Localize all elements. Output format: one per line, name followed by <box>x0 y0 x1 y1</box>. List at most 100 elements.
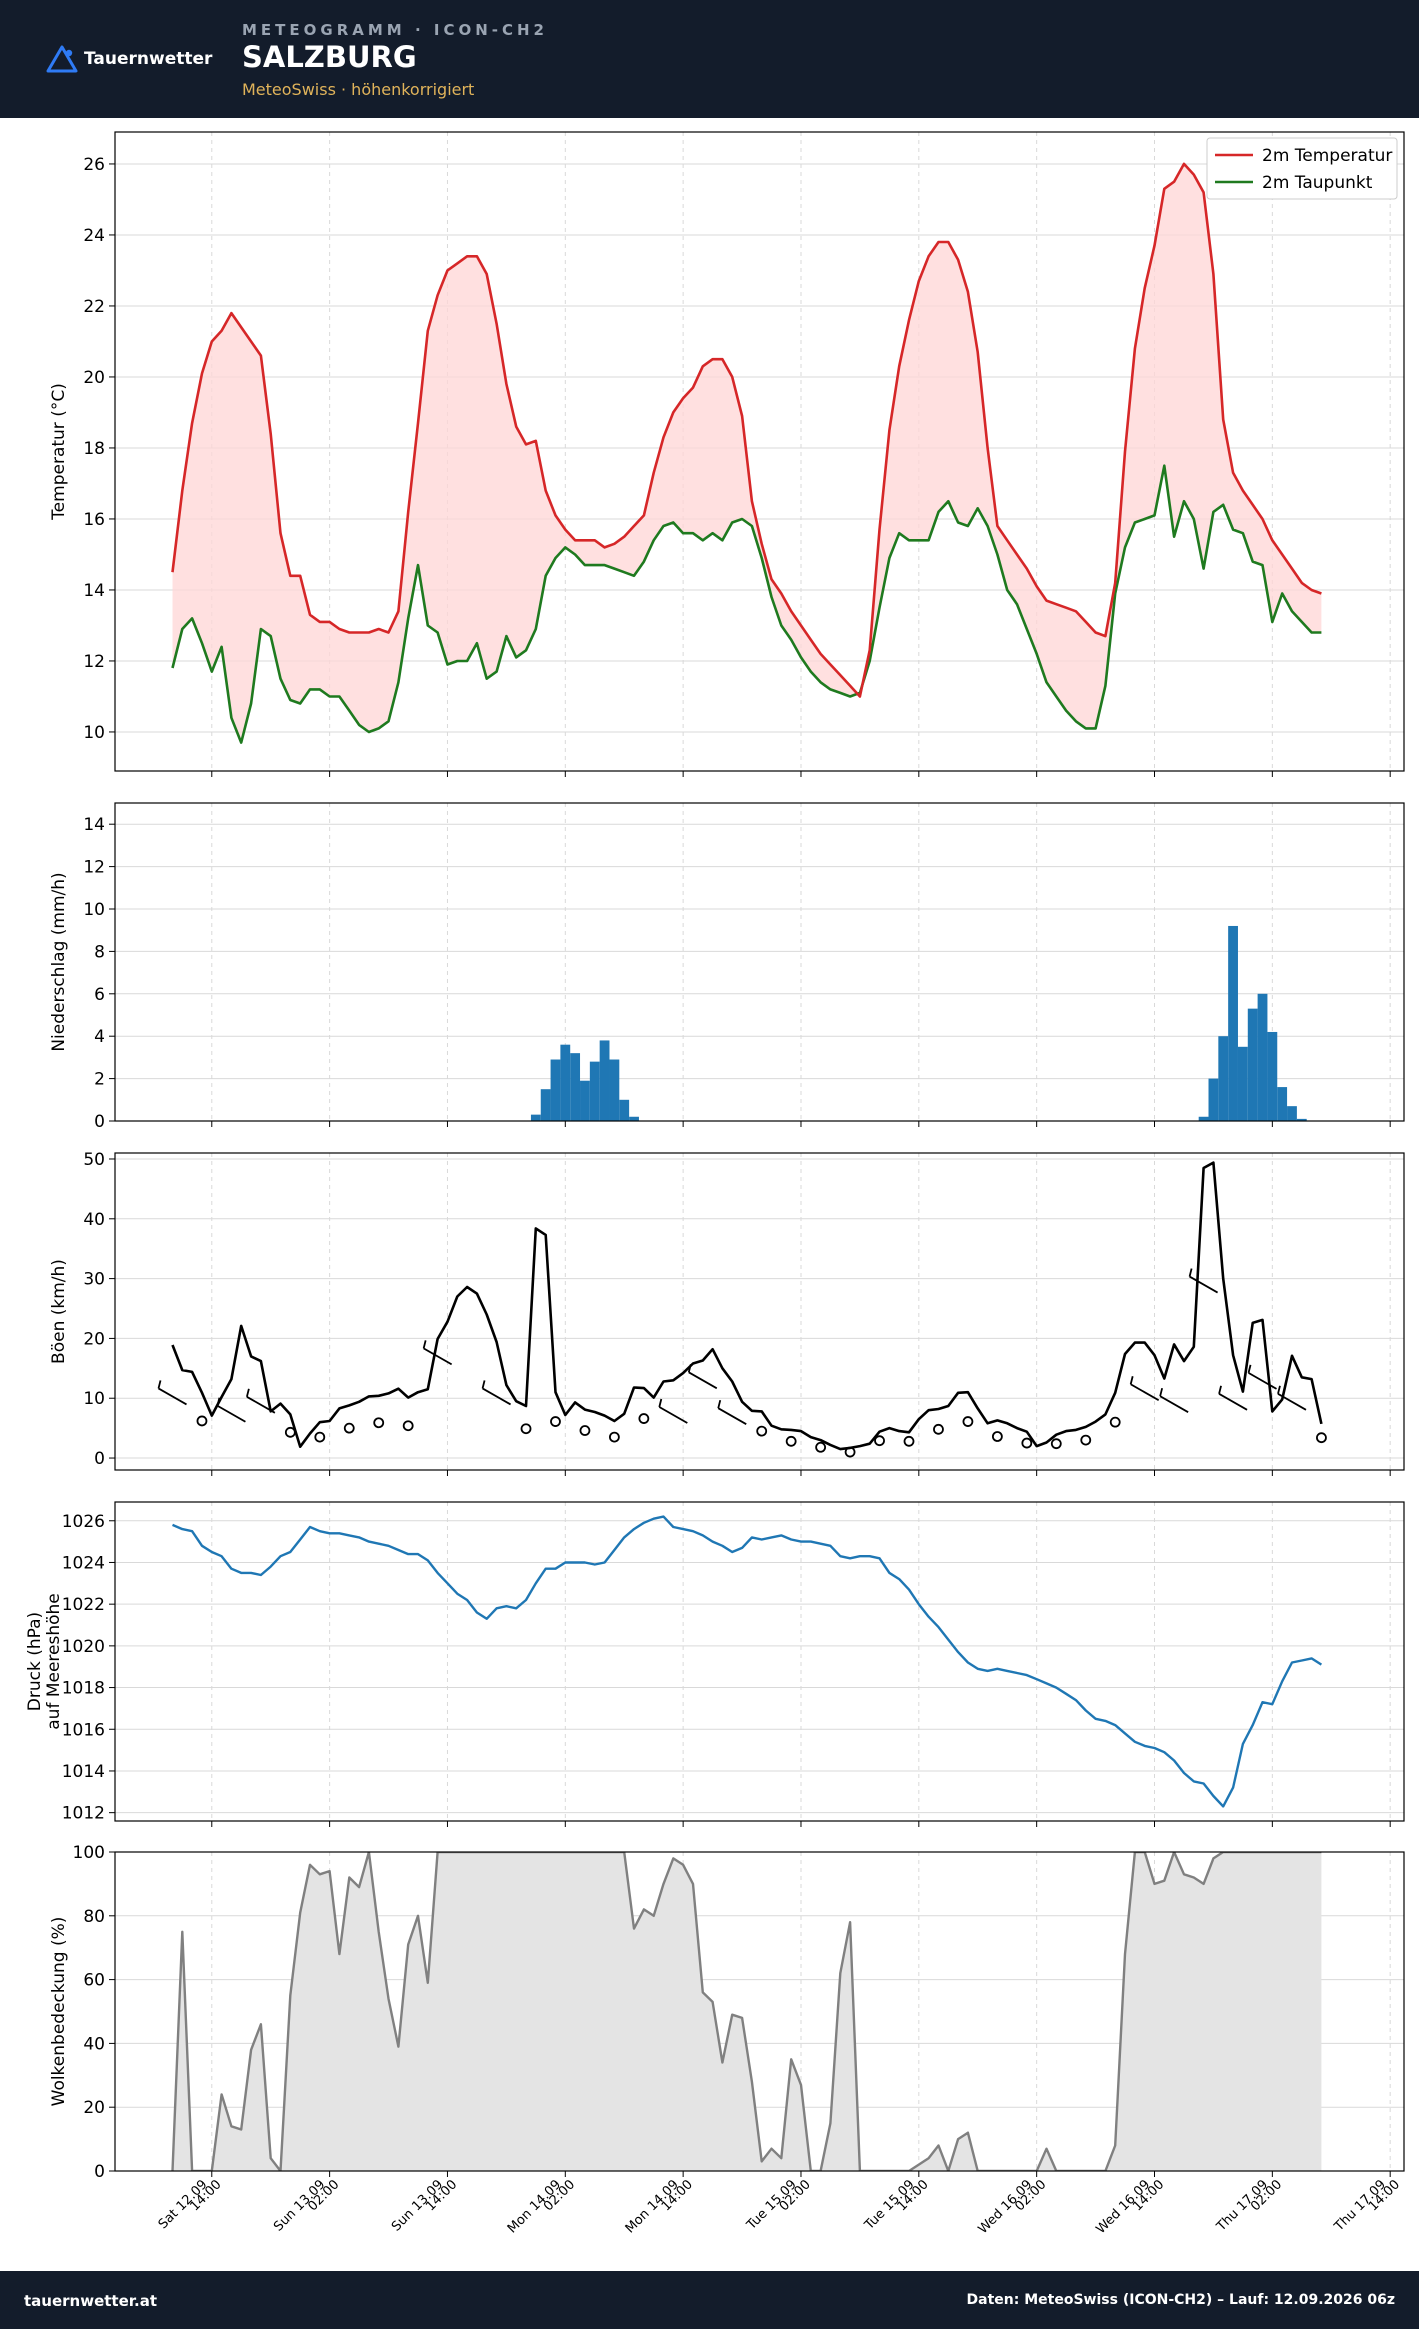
y-tick-label: 10 <box>83 900 105 920</box>
wind-calm-marker <box>1080 1434 1092 1446</box>
wind-barb-tick <box>658 1398 663 1408</box>
wind-barb-tick <box>717 1399 722 1409</box>
y-tick-label: 1018 <box>62 1679 105 1699</box>
y-axis-label: Wolkenbedeckung (%) <box>49 1917 69 2107</box>
y-tick-label: 40 <box>83 2034 105 2054</box>
gust-line <box>171 1161 1323 1451</box>
y-tick-label: 0 <box>94 1112 105 1132</box>
wind-calm-marker <box>785 1435 797 1447</box>
y-axis-label: Niederschlag (mm/h) <box>49 872 69 1051</box>
brand-name: Tauernwetter <box>84 49 213 69</box>
mountain-triangle-icon <box>46 45 78 73</box>
wind-barb <box>1248 1372 1277 1390</box>
precip-bar <box>1287 1106 1297 1121</box>
wind-calm-marker <box>579 1425 591 1436</box>
legend-entry: 2m Temperatur <box>1262 146 1392 166</box>
wind-barb-tick <box>1277 1385 1281 1395</box>
y-tick-label: 24 <box>83 226 105 246</box>
wind-calm-marker <box>638 1413 650 1424</box>
wind-calm-marker <box>520 1423 532 1435</box>
y-tick-label: 1022 <box>62 1595 105 1615</box>
chart-panel-1: 0 2 4 6 8 10 12 14 Niederschlag (mm/h) <box>49 802 1405 1132</box>
plot-area <box>157 1161 1327 1458</box>
precip-bar <box>580 1080 590 1121</box>
y-tick-label: 16 <box>83 510 105 530</box>
wind-calm-marker <box>196 1415 208 1427</box>
precip-bar <box>560 1044 571 1121</box>
plot-area <box>171 1852 1322 2171</box>
chart-panel-0: 10 12 14 16 18 20 22 24 26 Temperatur (°C) 2m Temp… <box>49 131 1405 777</box>
plot-area <box>530 925 1307 1121</box>
y-tick-label: 1014 <box>62 1762 105 1782</box>
panel-frame <box>114 1851 1405 2172</box>
temperature-line <box>171 162 1322 698</box>
wind-calm-marker <box>550 1416 561 1427</box>
wind-calm-marker <box>1109 1416 1121 1428</box>
cloud-line <box>171 1852 1322 2171</box>
plot-area <box>172 1515 1323 1808</box>
brand-logo[interactable]: Tauernwetter <box>46 44 212 74</box>
precip-bar <box>1237 1046 1248 1121</box>
y-tick-label: 2 <box>94 1070 105 1090</box>
y-tick-label: 12 <box>83 858 105 878</box>
footer: tauernwetter.at Daten: MeteoSwiss (ICON-… <box>0 2271 1419 2329</box>
wind-barb-tick <box>1247 1364 1252 1374</box>
header-subtitle: MeteoSwiss · höhenkorrigiert <box>242 80 475 99</box>
footer-site[interactable]: tauernwetter.at <box>24 2292 158 2310</box>
wind-calm-marker <box>1050 1438 1062 1450</box>
wind-barb-tick <box>246 1388 250 1398</box>
y-tick-label: 1012 <box>62 1804 105 1824</box>
y-axis-label: Druck (hPa) <box>25 1612 45 1711</box>
wind-calm-marker <box>962 1416 974 1427</box>
wind-barb <box>717 1407 747 1425</box>
wind-barb <box>1277 1393 1307 1411</box>
precip-bar <box>530 1114 541 1121</box>
y-tick-label: 1020 <box>62 1637 105 1657</box>
y-axis-label: Temperatur (°C) <box>49 383 69 521</box>
dewpoint-line <box>171 464 1322 744</box>
cloud-area <box>172 1852 1322 2171</box>
y-tick-label: 20 <box>83 368 105 388</box>
wind-barb-tick <box>1159 1387 1164 1397</box>
plot-area <box>171 162 1322 744</box>
wind-barb <box>658 1406 688 1424</box>
y-tick-label: 0 <box>94 2162 105 2182</box>
y-tick-label: 100 <box>73 1843 105 1863</box>
wind-barb <box>1189 1275 1219 1294</box>
panel-frame <box>114 1152 1405 1471</box>
wind-barb <box>216 1404 246 1423</box>
y-tick-label: 4 <box>94 1027 105 1047</box>
wind-calm-marker <box>314 1431 326 1443</box>
y-tick-label: 60 <box>83 1971 105 1991</box>
y-tick-label: 8 <box>94 942 105 962</box>
precip-bar <box>589 1061 600 1121</box>
wind-calm-marker <box>815 1441 827 1453</box>
legend-entry: 2m Taupunkt <box>1262 173 1373 193</box>
page-title: SALZBURG <box>242 40 417 74</box>
y-tick-label: 18 <box>83 439 105 459</box>
precip-bar <box>1198 1116 1209 1121</box>
precip-bar <box>619 1099 630 1121</box>
precip-bar <box>1257 993 1268 1121</box>
pressure-line <box>172 1515 1323 1808</box>
panel-frame <box>114 1501 1405 1822</box>
wind-barb-tick <box>687 1364 692 1373</box>
wind-barb-tick <box>422 1340 427 1349</box>
wind-barb-tick <box>1129 1376 1134 1385</box>
y-tick-label: 20 <box>83 1329 105 1349</box>
y-tick-label: 20 <box>83 2098 105 2118</box>
y-tick-label: 22 <box>83 297 105 317</box>
header-kicker: METEOGRAMM · ICON-CH2 <box>242 21 548 39</box>
y-tick-label: 1026 <box>62 1512 105 1532</box>
y-tick-label: 1024 <box>62 1553 105 1573</box>
precip-bar <box>609 1059 620 1121</box>
precip-bar <box>1247 1008 1258 1121</box>
wind-calm-marker <box>903 1435 915 1447</box>
wind-barb <box>1159 1395 1189 1413</box>
panel-frame <box>114 131 1405 772</box>
y-tick-label: 50 <box>83 1150 105 1170</box>
y-tick-label: 1016 <box>62 1720 105 1740</box>
legend-box <box>1206 137 1398 200</box>
wind-calm-marker <box>756 1425 768 1437</box>
wind-barb-tick <box>1188 1268 1193 1277</box>
